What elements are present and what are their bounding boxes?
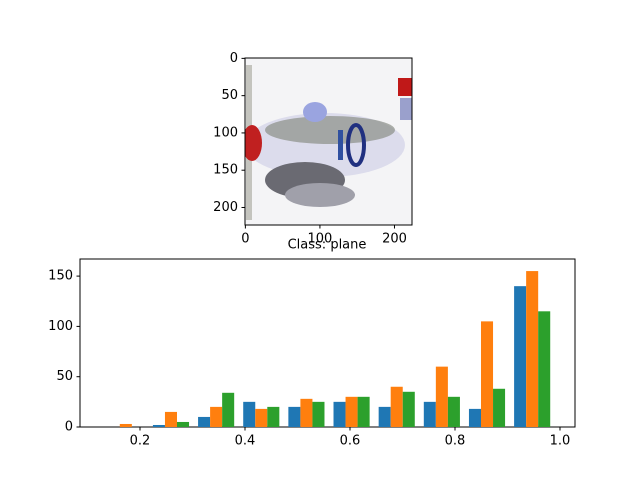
y-tick-label: 150 [48, 269, 73, 284]
y-tick-label: 100 [48, 319, 73, 334]
y-tick-label: 0 [230, 51, 238, 66]
hist-bar [493, 388, 506, 427]
hist-bar [526, 271, 539, 427]
y-tick-label: 50 [56, 369, 73, 384]
hist-frame [79, 258, 576, 428]
hist-bar [345, 396, 358, 427]
x-tick-label: 100 [308, 232, 333, 247]
x-tick-label: 0 [241, 232, 249, 247]
plane-image [245, 58, 412, 225]
hist-bar [333, 401, 346, 427]
hist-bar [255, 408, 268, 427]
hist-bar [378, 406, 391, 427]
hist-bar [538, 311, 551, 427]
hist-bar [423, 401, 436, 427]
x-tick-label: 0.6 [340, 434, 361, 449]
y-tick-label: 0 [65, 420, 73, 435]
y-tick-label: 50 [221, 88, 238, 103]
x-tick-label: 0.4 [235, 434, 256, 449]
hist-bar [402, 391, 415, 427]
hist-bar [288, 406, 301, 427]
x-tick-label: 0.8 [445, 434, 466, 449]
hist-bar [119, 423, 132, 427]
hist-bar [222, 392, 235, 427]
hist-bar [210, 406, 223, 427]
x-tick-label: 0.2 [130, 434, 151, 449]
chart-title: Class: plane [288, 238, 367, 253]
y-tick-label: 150 [213, 163, 238, 178]
hist-bar [198, 416, 211, 427]
hist-bar [300, 398, 313, 427]
x-tick-label: 1.0 [550, 434, 571, 449]
hist-bar [480, 321, 494, 427]
y-tick-label: 100 [213, 125, 238, 140]
hist-bar [435, 366, 448, 427]
hist-bar [468, 408, 481, 427]
hist-bar [447, 396, 460, 427]
hist-bar [152, 424, 165, 427]
y-tick-label: 200 [213, 200, 238, 215]
hist-bar [312, 401, 325, 427]
hist-bar [243, 401, 256, 427]
x-tick-label: 200 [382, 232, 407, 247]
hist-bar [357, 396, 370, 427]
hist-bar [514, 286, 527, 427]
hist-bar [267, 406, 280, 427]
image-frame [244, 57, 413, 226]
hist-bar [176, 421, 190, 427]
hist-bar [164, 411, 177, 427]
hist-bar [390, 386, 403, 427]
